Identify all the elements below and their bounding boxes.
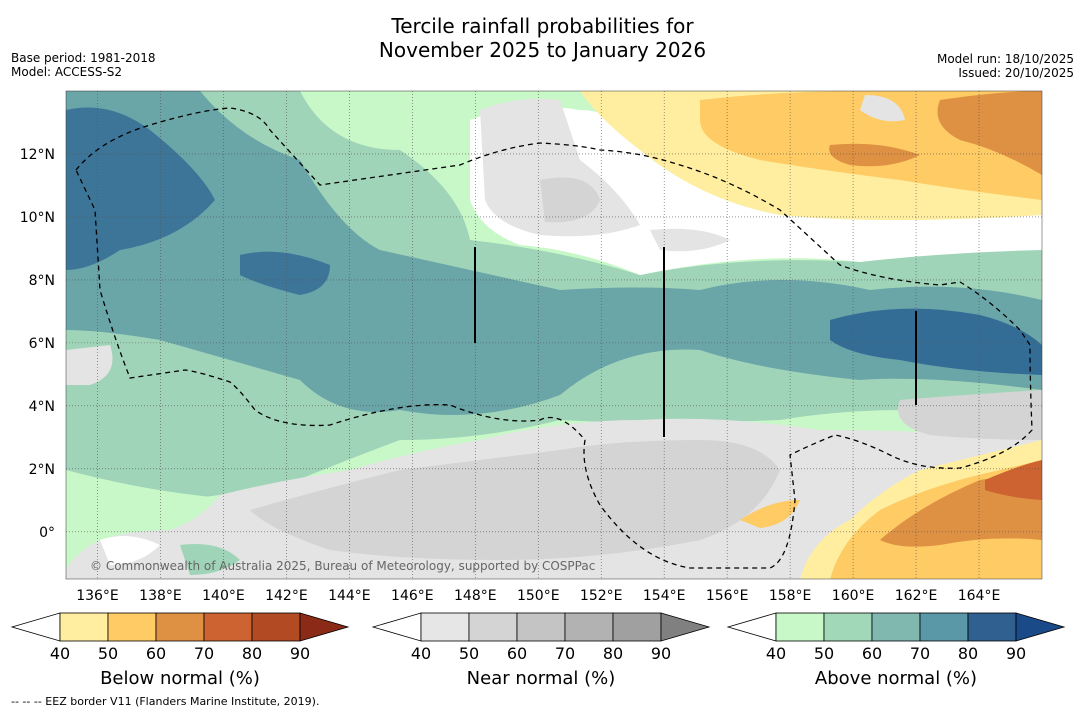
colorbar-cell (871, 612, 921, 642)
base-period: Base period: 1981-2018 (11, 51, 156, 65)
colorbar-tick: 70 (910, 644, 930, 663)
colorbar-tick: 60 (507, 644, 527, 663)
meta-right: Model run: 18/10/2025 Issued: 20/10/2025 (937, 52, 1074, 80)
colorbar-tick: 60 (146, 644, 166, 663)
lon-tick-label: 146°E (391, 588, 434, 604)
colorbar-min-arrow (371, 612, 422, 642)
lat-tick-label: 12°N (20, 147, 55, 163)
lon-tick-label: 150°E (517, 588, 560, 604)
colorbar-tick: 50 (814, 644, 834, 663)
colorbar-max-arrow (299, 612, 350, 642)
lat-tick-label: 0° (39, 525, 55, 541)
eez-borders (75, 107, 1033, 569)
lon-tick-label: 156°E (706, 588, 749, 604)
colorbar-cell (612, 612, 662, 642)
colorbar-cell (468, 612, 518, 642)
colorbar-cell (107, 612, 157, 642)
lon-tick-label: 138°E (139, 588, 182, 604)
colorbar-tick: 40 (766, 644, 786, 663)
colorbar-min-arrow (726, 612, 777, 642)
chart-title: Tercile rainfall probabilities for Novem… (0, 14, 1085, 62)
colorbar-cell (251, 612, 301, 642)
map-fields (66, 91, 1042, 579)
colorbar-tick: 80 (242, 644, 262, 663)
issued-date: Issued: 20/10/2025 (958, 66, 1074, 80)
model-run: Model run: 18/10/2025 (936, 52, 1074, 66)
colorbar-title: Near normal (%) (467, 668, 616, 689)
lon-tick-label: 160°E (832, 588, 875, 604)
colorbars: 40 50 60 70 80 90 Below normal (%) 40 50 60 70 80 90… (10, 612, 1066, 689)
colorbar-tick: 90 (651, 644, 671, 663)
meta-left: Base period: 1981-2018 Model: ACCESS-S2 (11, 51, 156, 79)
lon-tick-label: 154°E (643, 588, 686, 604)
colorbar-tick: 60 (862, 644, 882, 663)
colorbar-max-arrow (660, 612, 711, 642)
colorbar-cell (155, 612, 205, 642)
colorbar-cell (564, 612, 614, 642)
colorbar-cell (59, 612, 109, 642)
colorbar-tick: 70 (194, 644, 214, 663)
colorbar-cell (919, 612, 969, 642)
copyright-text: © Commonwealth of Australia 2025, Bureau… (90, 559, 595, 573)
colorbar-below: 40 50 60 70 80 90 Below normal (%) (10, 612, 350, 689)
gridlines (66, 91, 1042, 579)
lon-tick-label: 142°E (265, 588, 308, 604)
lon-tick-label: 148°E (454, 588, 497, 604)
longitude-labels: 136°E 138°E 140°E 142°E 144°E 146°E 148°E 150°E… (76, 588, 1000, 604)
colorbar-tick: 90 (1006, 644, 1026, 663)
colorbar-tick: 50 (98, 644, 118, 663)
lon-tick-label: 152°E (580, 588, 623, 604)
lat-tick-label: 10°N (20, 210, 55, 226)
lon-tick-label: 144°E (328, 588, 371, 604)
colorbar-tick: 80 (958, 644, 978, 663)
latitude-labels: 12°N 10°N 8°N 6°N 4°N 2°N 0° (20, 147, 55, 541)
meridian-markers (474, 247, 917, 437)
colorbar-tick: 90 (290, 644, 310, 663)
colorbar-tick: 40 (411, 644, 431, 663)
colorbar-near: 40 50 60 70 80 90 Near normal (%) (371, 612, 711, 689)
colorbar-min-arrow (10, 612, 61, 642)
colorbar-tick: 70 (555, 644, 575, 663)
lon-tick-label: 162°E (895, 588, 938, 604)
map-frame (65, 90, 1043, 580)
lon-tick-label: 158°E (769, 588, 812, 604)
colorbar-cell (516, 612, 566, 642)
colorbar-cell (203, 612, 253, 642)
model-name: Model: ACCESS-S2 (11, 65, 123, 79)
colorbar-cell (420, 612, 470, 642)
colorbar-cell (823, 612, 873, 642)
colorbar-tick: 40 (50, 644, 70, 663)
eez-footnote: -- -- -- EEZ border V11 (Flanders Marine… (11, 695, 320, 708)
colorbar-max-arrow (1015, 612, 1066, 642)
lat-tick-label: 4°N (29, 399, 55, 415)
colorbar-tick: 50 (459, 644, 479, 663)
title-line-2: November 2025 to January 2026 (378, 38, 707, 62)
title-line-1: Tercile rainfall probabilities for (391, 14, 694, 38)
lon-tick-label: 164°E (958, 588, 1001, 604)
colorbar-cell (775, 612, 825, 642)
colorbar-cell (967, 612, 1017, 642)
lat-tick-label: 2°N (29, 462, 55, 478)
colorbar-title: Below normal (%) (100, 668, 260, 689)
lon-tick-label: 136°E (76, 588, 119, 604)
lat-tick-label: 6°N (29, 336, 55, 352)
lat-tick-label: 8°N (29, 273, 55, 289)
colorbar-tick: 80 (603, 644, 623, 663)
lon-tick-label: 140°E (202, 588, 245, 604)
colorbar-above: 40 50 60 70 80 90 Above normal (%) (726, 612, 1066, 689)
colorbar-title: Above normal (%) (815, 668, 977, 689)
